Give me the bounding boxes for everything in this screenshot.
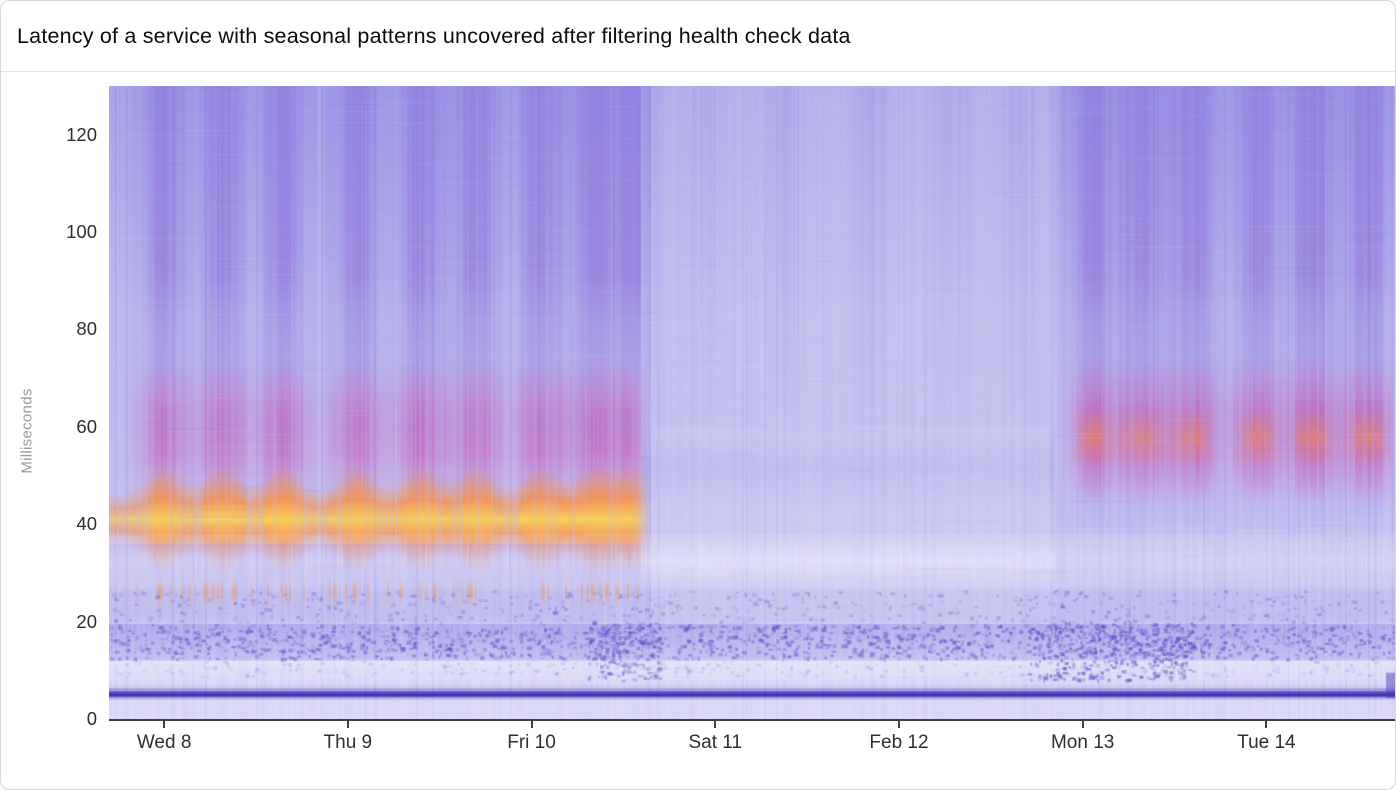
x-tick-mark: [897, 721, 900, 728]
x-tick-label: Thu 9: [323, 732, 373, 753]
x-tick-label: Tue 14: [1237, 732, 1296, 753]
y-tick-label: 20: [76, 610, 97, 632]
y-tick-label: 80: [76, 318, 97, 340]
x-axis-line: [109, 719, 1395, 721]
chart-title: Latency of a service with seasonal patte…: [17, 23, 851, 48]
y-tick-label: 60: [76, 415, 97, 437]
heatmap-canvas[interactable]: [109, 86, 1395, 719]
x-tick-mark: [163, 721, 166, 728]
y-tick-label: 100: [66, 221, 97, 243]
x-tick-mark: [530, 721, 533, 728]
x-tick-label: Sat 11: [688, 732, 743, 753]
y-tick-label: 120: [66, 123, 97, 145]
x-tick-label: Feb 12: [869, 732, 929, 753]
y-tick-label: 0: [86, 708, 97, 729]
x-tick-label: Mon 13: [1050, 732, 1115, 753]
x-tick-mark: [1081, 721, 1084, 728]
x-tick-mark: [714, 721, 717, 728]
x-tick-mark: [1265, 721, 1268, 728]
y-tick-label: 40: [76, 513, 97, 535]
x-tick-label: Wed 8: [136, 732, 192, 753]
chart-header: Latency of a service with seasonal patte…: [1, 1, 1395, 72]
x-tick-label: Fri 10: [507, 732, 556, 753]
x-tick-mark: [346, 721, 349, 728]
